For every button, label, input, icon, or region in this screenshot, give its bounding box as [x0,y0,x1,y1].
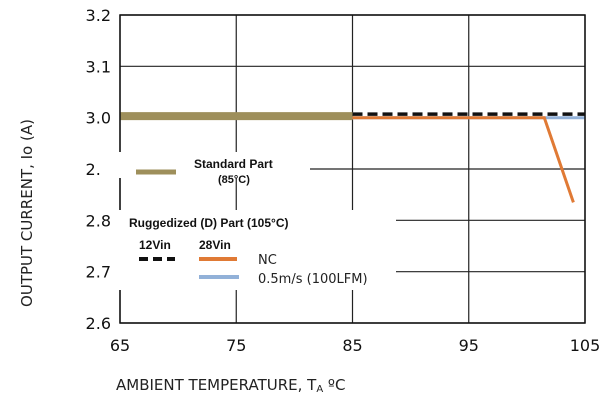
x-tick-label: 75 [226,336,246,355]
legend-standard-sublabel: (85°C) [218,174,250,186]
legend-rugged-bg [118,210,396,290]
legend-standard-bg [100,152,310,178]
legend-nc-label: NC [258,253,277,268]
x-axis-title-unit: ºC [323,376,345,394]
x-tick-label: 85 [342,336,362,355]
y-tick-label: 3.1 [86,57,111,76]
x-tick-label: 95 [459,336,479,355]
y-tick-label: 3.0 [86,109,111,128]
x-axis-title-subscript: A [316,384,323,395]
legend-airflow-label: 0.5m/s (100LFM) [258,272,368,287]
series-layer [120,112,585,203]
legend-standard-label: Standard Part [194,157,273,171]
y-axis-title: OUTPUT CURRENT, Io (A) [18,119,36,307]
y-tick-label: 2.8 [86,211,111,230]
series-line [352,116,575,203]
x-tick-labels: 65 75 85 95 105 [110,336,600,355]
x-axis-title: AMBIENT TEMPERATURE, TA ºC [116,376,345,395]
y-tick-label: 2.6 [86,314,111,333]
x-tick-label: 105 [570,336,601,355]
x-axis-title-main: AMBIENT TEMPERATURE, T [116,376,317,394]
y-tick-label: 3.2 [86,6,111,25]
x-tick-label: 65 [110,336,130,355]
legend-rugged-title: Ruggedized (D) Part (105°C) [129,216,288,230]
legend-12vin-label: 12Vin [139,238,171,252]
legend-28vin-label: 28Vin [199,238,231,252]
legend: Standard Part (85°C) Ruggedized (D) Part… [100,152,396,290]
y-tick-label: 2.7 [86,263,111,282]
